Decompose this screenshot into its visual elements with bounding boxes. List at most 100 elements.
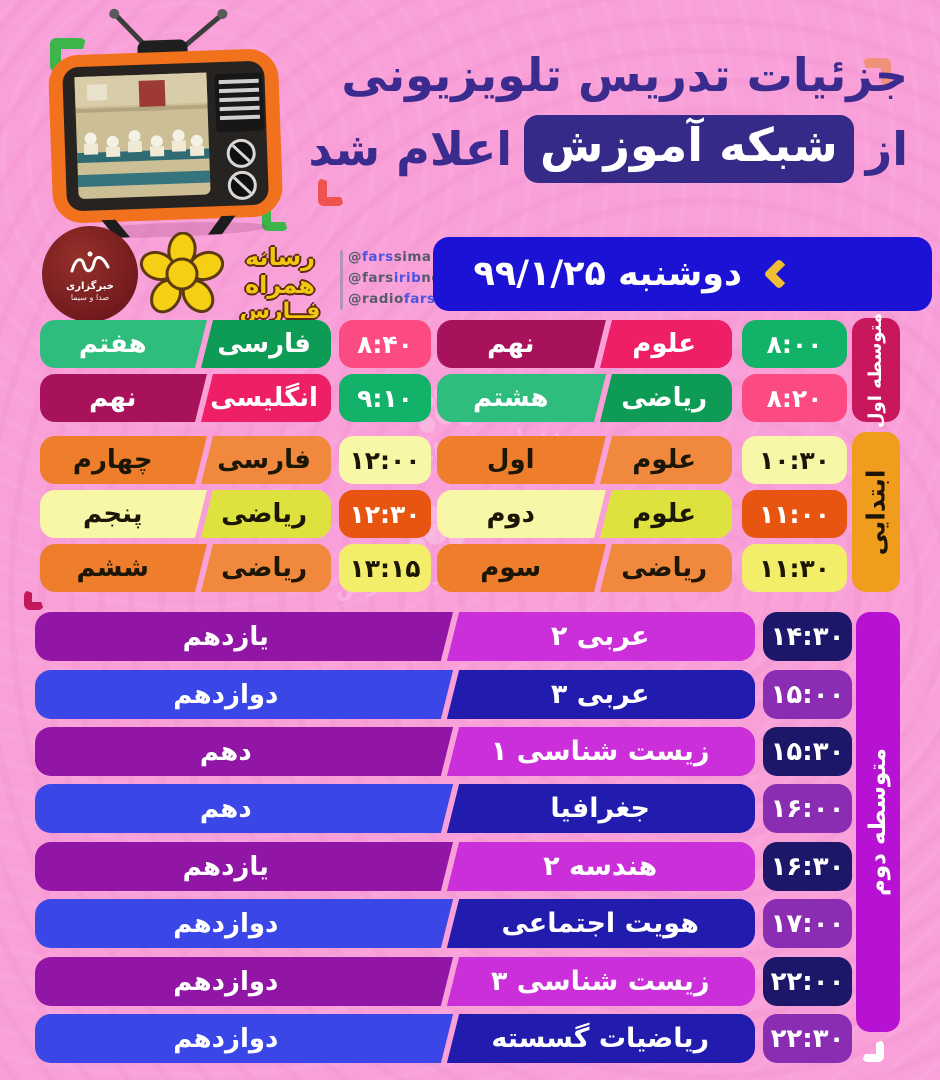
corner-bracket-red-icon bbox=[318, 178, 344, 206]
subject-label: فارسی bbox=[217, 445, 311, 475]
section-label-motevaseteh-dovom: متوسطه دوم bbox=[856, 612, 900, 1032]
subject-label: ریاضیات گسسته bbox=[491, 1023, 710, 1054]
subject-label: علوم bbox=[632, 445, 697, 475]
time-pill: ۸:۲۰ bbox=[742, 374, 847, 422]
grade-label: ششم bbox=[76, 553, 149, 583]
grade-label: اول bbox=[486, 445, 535, 475]
subject-grade-pill: ریاضیات گسسته دوازدهم bbox=[35, 1014, 755, 1063]
subject-grade-pill: ریاضی سوم bbox=[437, 544, 732, 592]
time-pill: ۲۲:۳۰ bbox=[763, 1014, 852, 1063]
subject-grade-pill: زیست شناسی ۱ دهم bbox=[35, 727, 755, 776]
time-pill: ۹:۱۰ bbox=[339, 374, 431, 422]
subject-grade-pill: فارسی هفتم bbox=[40, 320, 331, 368]
schedule-row: فارسی هفتم ۸:۴۰ bbox=[40, 320, 431, 368]
time-pill: ۱۷:۰۰ bbox=[763, 899, 852, 948]
subject-grade-pill: علوم نهم bbox=[437, 320, 732, 368]
grade-label: پنجم bbox=[82, 499, 143, 529]
time-pill: ۸:۴۰ bbox=[339, 320, 431, 368]
grade-label: دوازدهم bbox=[173, 679, 279, 710]
title-line2-prefix: از bbox=[865, 122, 908, 177]
social-handle: @farssima bbox=[348, 249, 432, 265]
time-pill: ۸:۰۰ bbox=[742, 320, 847, 368]
subject-label: ریاضی bbox=[221, 553, 308, 583]
grade-label: چهارم bbox=[72, 445, 153, 475]
section-label-motevaseteh-aval: متوسطه اول bbox=[852, 312, 900, 428]
grade-label: نهم bbox=[487, 329, 535, 359]
schedule-row: جغرافیا دهم ۱۶:۰۰ bbox=[35, 784, 852, 833]
subject-grade-pill: ریاضی هشتم bbox=[437, 374, 732, 422]
subject-label: ریاضی bbox=[221, 499, 308, 529]
subject-grade-pill: فارسی چهارم bbox=[40, 436, 331, 484]
vertical-divider bbox=[340, 250, 343, 310]
subject-label: فارسی bbox=[217, 329, 311, 359]
grade-label: دوم bbox=[486, 499, 536, 529]
channel-badge: شبکه آموزش bbox=[524, 115, 854, 183]
subject-grade-pill: ریاضی پنجم bbox=[40, 490, 331, 538]
irib-emblem-icon bbox=[70, 251, 110, 272]
section-label-ebtedaei: ابتدایی bbox=[852, 432, 900, 592]
time-pill: ۱۴:۳۰ bbox=[763, 612, 852, 661]
fars-flower-logo bbox=[136, 231, 228, 320]
irib-news-agency-logo: خبرگزاری صدا و سیما bbox=[42, 226, 138, 322]
time-pill: ۱۲:۰۰ bbox=[339, 436, 431, 484]
subject-label: علوم bbox=[632, 499, 697, 529]
grade-label: نهم bbox=[89, 383, 137, 413]
schedule-row: زیست شناسی ۳ دوازدهم ۲۲:۰۰ bbox=[35, 957, 852, 1006]
time-pill: ۱۵:۰۰ bbox=[763, 670, 852, 719]
schedule-row: هویت اجتماعی دوازدهم ۱۷:۰۰ bbox=[35, 899, 852, 948]
time-pill: ۱۱:۰۰ bbox=[742, 490, 847, 538]
schedule-row: زیست شناسی ۱ دهم ۱۵:۳۰ bbox=[35, 727, 852, 776]
subject-label: علوم bbox=[632, 329, 697, 359]
time-pill: ۱۲:۳۰ bbox=[339, 490, 431, 538]
subject-grade-pill: زیست شناسی ۳ دوازدهم bbox=[35, 957, 755, 1006]
schedule-row: انگلیسی نهم ۹:۱۰ bbox=[40, 374, 431, 422]
subject-label: جغرافیا bbox=[550, 793, 650, 824]
schedule-row: ریاضیات گسسته دوازدهم ۲۲:۳۰ bbox=[35, 1014, 852, 1063]
subject-grade-pill: انگلیسی نهم bbox=[40, 374, 331, 422]
title-line2: از شبکه آموزش اعلام شد bbox=[308, 115, 908, 183]
subject-label: زیست شناسی ۱ bbox=[490, 736, 710, 767]
time-pill: ۱۶:۳۰ bbox=[763, 842, 852, 891]
corner-bracket-white-icon bbox=[862, 1040, 884, 1062]
schedule-row: علوم اول ۱۰:۳۰ bbox=[437, 436, 847, 484]
tv-illustration bbox=[24, 0, 307, 245]
irib-logo-text1: خبرگزاری bbox=[66, 280, 114, 292]
subject-grade-pill: علوم دوم bbox=[437, 490, 732, 538]
page-title: جزئیات تدریس تلویزیونی از شبکه آموزش اعل… bbox=[308, 40, 908, 183]
subject-grade-pill: عربی ۳ دوازدهم bbox=[35, 670, 755, 719]
subject-label: انگلیسی bbox=[210, 383, 318, 413]
irib-logo-text2: صدا و سیما bbox=[70, 292, 110, 302]
schedule-row: ریاضی ششم ۱۳:۱۵ bbox=[40, 544, 431, 592]
corner-bracket-crimson-icon bbox=[24, 590, 44, 610]
grade-label: یازدهم bbox=[182, 851, 269, 882]
schedule-row: ریاضی هشتم ۸:۲۰ bbox=[437, 374, 847, 422]
subject-grade-pill: جغرافیا دهم bbox=[35, 784, 755, 833]
subject-label: عربی ۳ bbox=[550, 679, 650, 710]
schedule-row: ریاضی سوم ۱۱:۳۰ bbox=[437, 544, 847, 592]
subject-grade-pill: عربی ۲ یازدهم bbox=[35, 612, 755, 661]
time-pill: ۱۳:۱۵ bbox=[339, 544, 431, 592]
subject-grade-pill: هندسه ۲ یازدهم bbox=[35, 842, 755, 891]
date-banner: دوشنبه ۹۹/۱/۲۵ bbox=[433, 237, 932, 311]
time-pill: ۱۰:۳۰ bbox=[742, 436, 847, 484]
time-pill: ۱۵:۳۰ bbox=[763, 727, 852, 776]
subject-label: ریاضی bbox=[621, 553, 708, 583]
schedule-row: عربی ۳ دوازدهم ۱۵:۰۰ bbox=[35, 670, 852, 719]
grade-label: دهم bbox=[199, 736, 252, 767]
tv-icon bbox=[48, 8, 283, 238]
schedule-row: هندسه ۲ یازدهم ۱۶:۳۰ bbox=[35, 842, 852, 891]
time-pill: ۱۶:۰۰ bbox=[763, 784, 852, 833]
grade-label: دوازدهم bbox=[173, 966, 279, 997]
subject-label: عربی ۲ bbox=[550, 621, 650, 652]
grade-label: دوازدهم bbox=[173, 908, 279, 939]
grade-label: دهم bbox=[199, 793, 252, 824]
subject-label: زیست شناسی ۳ bbox=[490, 966, 710, 997]
subject-label: ریاضی bbox=[621, 383, 708, 413]
subject-grade-pill: علوم اول bbox=[437, 436, 732, 484]
subject-grade-pill: هویت اجتماعی دوازدهم bbox=[35, 899, 755, 948]
grade-label: هشتم bbox=[473, 383, 549, 413]
schedule-row: فارسی چهارم ۱۲:۰۰ bbox=[40, 436, 431, 484]
chevron-left-icon bbox=[763, 258, 795, 290]
corner-bracket-salmon-icon bbox=[863, 58, 891, 86]
corner-bracket-green-icon bbox=[262, 203, 288, 231]
